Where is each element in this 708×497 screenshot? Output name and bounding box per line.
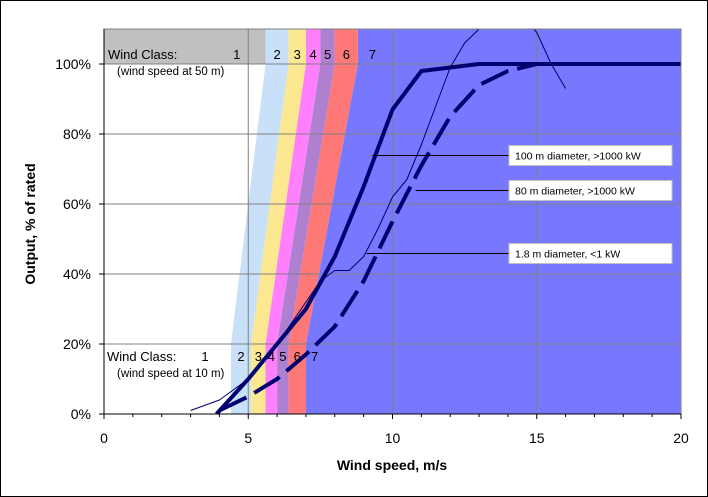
bottom-wind-class-number: 4 bbox=[268, 349, 275, 364]
top-wind-class-number: 5 bbox=[324, 47, 331, 62]
x-axis-title: Wind speed, m/s bbox=[337, 457, 448, 473]
top-wind-class-number: 1 bbox=[233, 47, 240, 62]
annotation-label: 100 m diameter, >1000 kW bbox=[515, 151, 641, 163]
x-tick-label: 10 bbox=[385, 430, 401, 446]
top-wind-class-subtitle: (wind speed at 50 m) bbox=[117, 66, 225, 78]
wind-class-band-1 bbox=[230, 29, 289, 414]
x-tick-label: 20 bbox=[673, 430, 689, 446]
y-tick-label: 60% bbox=[63, 196, 91, 212]
top-wind-class-number: 7 bbox=[369, 47, 376, 62]
y-tick-label: 100% bbox=[55, 56, 91, 72]
top-wind-class-title: Wind Class: bbox=[108, 47, 177, 62]
series-line-2 bbox=[218, 62, 681, 413]
top-wind-class-label: Wind Class: (wind speed at 50 m) bbox=[108, 47, 225, 78]
bottom-wind-class-number: 5 bbox=[279, 349, 286, 364]
wind-class-numbers: 1 2 3 4 5 6 71 2 3 4 5 6 7 bbox=[201, 47, 376, 364]
bottom-wind-class-number: 2 bbox=[237, 349, 244, 364]
top-wind-class-number: 3 bbox=[294, 47, 301, 62]
y-tick-label: 80% bbox=[63, 126, 91, 142]
wind-class-band-3 bbox=[265, 29, 321, 414]
bottom-wind-class-number: 3 bbox=[255, 349, 262, 364]
bottom-wind-class-label: Wind Class: (wind speed at 10 m) bbox=[107, 349, 225, 380]
wind-class-band-4 bbox=[277, 29, 335, 414]
annotation-box bbox=[508, 145, 673, 166]
x-tick-label: 5 bbox=[244, 430, 252, 446]
y-tick-label: 40% bbox=[63, 266, 91, 282]
y-axis-title: Output, % of rated bbox=[22, 163, 38, 284]
curve-annotations: 100 m diameter, >1000 kW 80 m diameter, >… bbox=[366, 145, 673, 264]
top-label-background bbox=[104, 29, 266, 64]
annotation-box bbox=[508, 243, 673, 264]
y-tick-label: 0% bbox=[71, 406, 91, 422]
bottom-wind-class-number: 1 bbox=[201, 349, 208, 364]
bottom-wind-class-number: 6 bbox=[294, 349, 301, 364]
bottom-wind-class-title: Wind Class: bbox=[107, 349, 176, 364]
annotation-label: 80 m diameter, >1000 kW bbox=[515, 186, 635, 198]
bottom-wind-class-number: 7 bbox=[311, 349, 318, 364]
x-tick-label: 15 bbox=[529, 430, 545, 446]
top-wind-class-number: 4 bbox=[310, 47, 317, 62]
series-line-3 bbox=[190, 29, 567, 411]
axes: 0 5 10 15 200%20%40%60%80%100% bbox=[55, 28, 689, 446]
bottom-wind-class-subtitle: (wind speed at 10 m) bbox=[117, 368, 225, 380]
top-wind-class-number: 2 bbox=[273, 47, 280, 62]
annotation-box bbox=[508, 180, 673, 201]
annotation-label: 1.8 m diameter, <1 kW bbox=[515, 249, 620, 261]
wind-class-bands bbox=[230, 29, 681, 414]
wind-class-band-2 bbox=[251, 29, 306, 414]
wind-class-band-6 bbox=[305, 29, 681, 414]
top-wind-class-number: 6 bbox=[343, 47, 350, 62]
y-tick-label: 20% bbox=[63, 336, 91, 352]
x-tick-label: 0 bbox=[100, 430, 108, 446]
wind-class-band-5 bbox=[288, 29, 358, 414]
series-lines bbox=[190, 29, 681, 414]
